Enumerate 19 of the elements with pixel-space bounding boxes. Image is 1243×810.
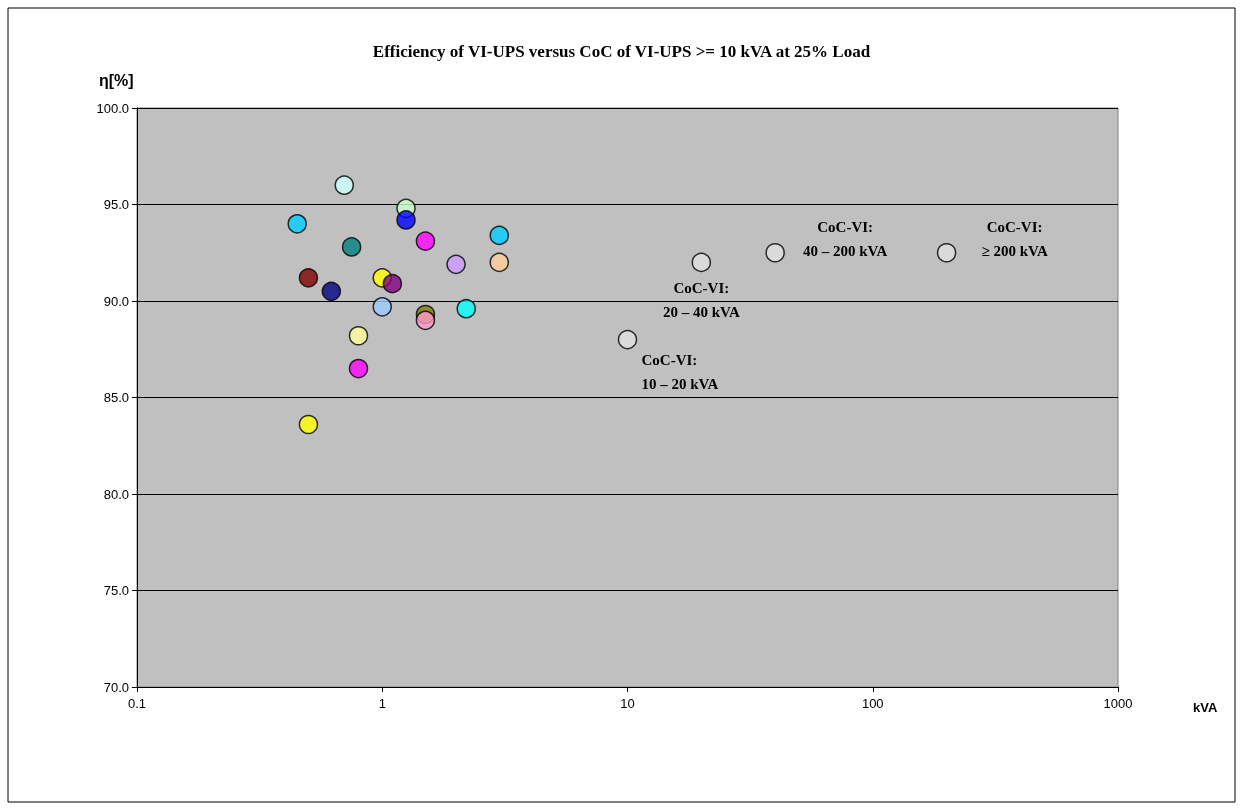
x-tick-label: 1000 xyxy=(1103,696,1133,711)
y-tick-label: 80.0 xyxy=(103,486,129,502)
x-tick-label: 1 xyxy=(378,696,386,711)
y-tick-label: 70.0 xyxy=(103,679,129,695)
y-tick-label: 90.0 xyxy=(103,293,129,309)
y-tick-label: 95.0 xyxy=(103,197,129,212)
y-axis-title: η[%] xyxy=(99,71,134,89)
x-axis-title: kVA xyxy=(1193,700,1218,715)
y-tick-label: 85.0 xyxy=(103,390,129,405)
x-tick-label: 0.1 xyxy=(127,696,147,711)
annotation: CoC-VI: 20 – 40 kVA xyxy=(662,280,740,321)
annotation: CoC-VI: 10 – 20 kVA xyxy=(641,351,719,392)
annotation: CoC-VI: 40 – 200 kVA xyxy=(802,218,888,259)
x-tick-label: 100 xyxy=(861,696,884,711)
annotation: CoC-VI: ≥ 200 kVA xyxy=(981,218,1048,259)
chart-title: Efficiency of VI-UPS versus CoC of VI-UPS >= 10 kVA at 25% Load xyxy=(372,42,871,61)
y-tick-label: 75.0 xyxy=(103,583,129,598)
x-tick-label: 10 xyxy=(620,696,635,711)
y-tick-label: 100.0 xyxy=(96,100,129,116)
